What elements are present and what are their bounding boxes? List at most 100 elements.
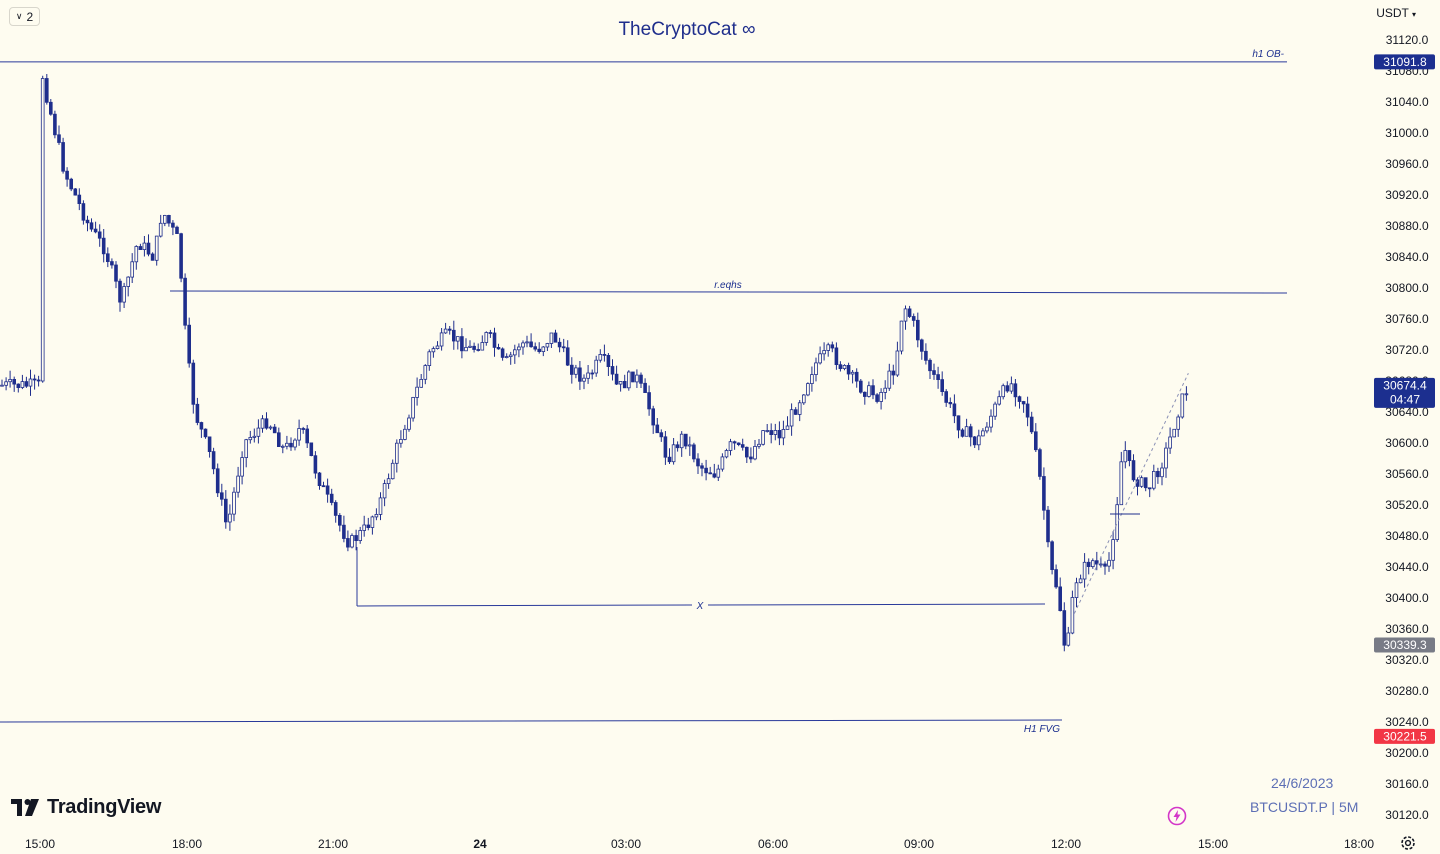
candle-body xyxy=(1139,477,1144,487)
candle-body xyxy=(366,524,371,528)
candle-body xyxy=(126,276,131,287)
candle-body xyxy=(948,401,953,405)
candle-body xyxy=(337,515,342,526)
candle-body xyxy=(81,203,86,221)
y-tick-label: 30840.0 xyxy=(1385,250,1429,264)
candle-body xyxy=(549,332,554,344)
candle-body xyxy=(1160,467,1164,478)
candle-body xyxy=(179,233,183,279)
candle-body xyxy=(447,328,452,331)
candle-body xyxy=(911,316,916,321)
candle-body xyxy=(280,445,285,448)
candle-body xyxy=(537,348,541,353)
candle-body xyxy=(863,391,867,397)
y-tick-label: 30720.0 xyxy=(1385,343,1429,357)
candle-body xyxy=(1066,632,1071,646)
y-tick-label: 30480.0 xyxy=(1385,529,1429,543)
y-tick-label: 30440.0 xyxy=(1385,560,1429,574)
candle-body xyxy=(989,415,993,428)
candle-body xyxy=(598,353,603,361)
candle-body xyxy=(1070,597,1075,634)
candle-body xyxy=(883,387,887,393)
candle-body xyxy=(248,436,253,441)
candle-body xyxy=(301,428,305,430)
candle-body xyxy=(36,379,41,382)
y-tick-label: 30600.0 xyxy=(1385,436,1429,450)
candle-body xyxy=(451,329,456,342)
candle-body xyxy=(1119,461,1124,506)
candle-body xyxy=(350,535,354,548)
candle-body xyxy=(557,341,562,348)
y-tick-label: 30160.0 xyxy=(1385,777,1429,791)
candle-body xyxy=(1074,582,1079,598)
candle-body xyxy=(761,430,765,445)
candle-body xyxy=(1058,586,1063,612)
candle-body xyxy=(207,436,212,452)
gear-icon[interactable] xyxy=(1399,834,1417,852)
currency-selector[interactable]: USDT ▾ xyxy=(1376,6,1416,20)
y-tick-label: 30360.0 xyxy=(1385,622,1429,636)
candle-body xyxy=(20,381,25,388)
candle-body xyxy=(924,350,928,361)
x-tick-label: 03:00 xyxy=(611,837,641,851)
chart-date: 24/6/2023 xyxy=(1271,775,1334,791)
candle-body xyxy=(895,350,900,376)
candle-body xyxy=(342,524,346,539)
y-tick-label: 30800.0 xyxy=(1385,281,1429,295)
candle-body xyxy=(553,332,558,343)
y-tick-label: 30200.0 xyxy=(1385,746,1429,760)
candle-body xyxy=(891,370,896,376)
candle-body xyxy=(162,214,167,224)
candle-body xyxy=(765,430,769,432)
candle-body xyxy=(1180,393,1185,418)
candle-body xyxy=(236,475,240,493)
y-tick-label: 30280.0 xyxy=(1385,684,1429,698)
r-eqhs-label: r.eqhs xyxy=(714,280,741,291)
candle-body xyxy=(110,261,114,266)
layers-button[interactable]: ∨ 2 xyxy=(9,7,40,26)
candle-body xyxy=(736,442,741,446)
candle-body xyxy=(0,384,4,387)
candle-body xyxy=(867,385,871,397)
candle-body xyxy=(16,383,21,389)
candle-body xyxy=(195,403,200,423)
candle-body xyxy=(594,359,598,374)
candle-body xyxy=(171,222,175,228)
price-label-countdown: 04:47 xyxy=(1390,392,1420,406)
price-axis[interactable]: 31120.031080.031040.031000.030960.030920… xyxy=(1385,33,1429,822)
chevron-down-icon: ▾ xyxy=(1411,10,1416,19)
candle-body xyxy=(834,347,839,365)
candle-body xyxy=(806,383,810,396)
candle-body xyxy=(651,408,655,426)
candle-body xyxy=(875,394,879,402)
candle-body xyxy=(708,472,712,475)
candle-body xyxy=(627,371,631,389)
candle-body xyxy=(1009,383,1014,392)
candle-body xyxy=(464,346,468,352)
candle-body xyxy=(960,429,965,437)
y-tick-label: 30240.0 xyxy=(1385,715,1429,729)
candle-body xyxy=(745,446,749,458)
time-axis[interactable]: 15:00 18:00 21:00 24 03:00 06:00 09:00 12:00 15:… xyxy=(25,837,1374,851)
candle-body xyxy=(272,426,277,434)
tradingview-logo[interactable]: TradingView xyxy=(11,796,161,819)
candle-body xyxy=(810,374,814,385)
candle-body xyxy=(329,493,334,503)
candle-body xyxy=(28,378,33,387)
candle-body xyxy=(606,354,611,367)
candle-body xyxy=(944,391,948,403)
candle-body xyxy=(32,378,37,381)
candle-body xyxy=(476,349,480,351)
candle-body xyxy=(639,374,643,384)
candle-body xyxy=(859,380,863,393)
y-tick-label: 31000.0 xyxy=(1385,126,1429,140)
price-labels: 31091.8 30674.404:47 30339.3 30221.5 xyxy=(1374,54,1435,744)
lightning-icon[interactable] xyxy=(1167,806,1187,826)
candle-body xyxy=(443,328,448,334)
x-tick-label: 06:00 xyxy=(758,837,788,851)
candle-body xyxy=(423,365,428,380)
chart-symbol: BTCUSDT.P | 5M xyxy=(1250,799,1359,815)
x-tick-label: 21:00 xyxy=(318,837,348,851)
candle-body xyxy=(118,280,122,303)
